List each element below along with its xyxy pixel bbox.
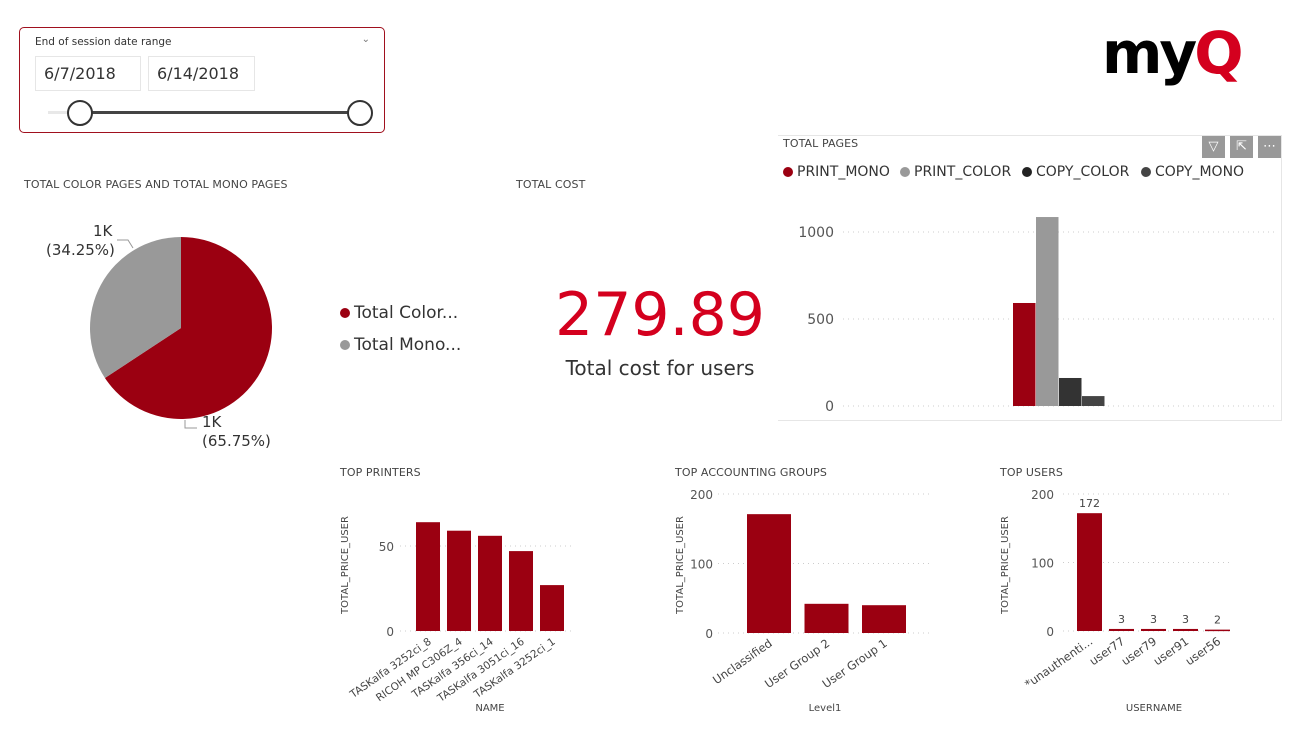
legend-item-copy-mono[interactable]: COPY_MONO	[1141, 164, 1244, 180]
y-tick-label: 0	[705, 627, 713, 641]
bar-print-color	[1036, 217, 1059, 406]
data-label: 172	[1079, 497, 1100, 510]
legend-dot	[340, 308, 350, 318]
legend-item-print-color[interactable]: PRINT_COLOR	[900, 164, 1011, 180]
total-cost-value: 279.89	[555, 280, 765, 350]
legend-label: Total Mono...	[354, 335, 462, 355]
bar	[478, 535, 502, 631]
y-tick-label: 100	[1031, 557, 1054, 571]
y-tick-label: 1000	[798, 225, 834, 241]
x-tick-label: *unauthenti...	[1022, 634, 1095, 691]
legend-label: COPY_COLOR	[1036, 164, 1130, 180]
filter-icon[interactable]: ▽	[1202, 136, 1225, 158]
legend-dot	[340, 340, 350, 350]
legend-label: PRINT_MONO	[797, 164, 890, 180]
x-axis-label: USERNAME	[1126, 703, 1182, 714]
pie-chart-title: TOTAL COLOR PAGES AND TOTAL MONO PAGES	[24, 178, 288, 191]
y-axis-label: TOTAL_PRICE_USER	[1000, 516, 1011, 615]
x-axis-label: NAME	[475, 703, 504, 714]
y-axis-label: TOTAL_PRICE_USER	[675, 516, 686, 615]
pie-value-label-color: 1K	[202, 413, 222, 431]
x-tick-label: user77	[1087, 634, 1128, 668]
bar	[804, 603, 849, 633]
focus-mode-icon[interactable]: ⇱	[1230, 136, 1253, 158]
x-tick-label: user79	[1119, 634, 1160, 668]
slider-range	[80, 111, 360, 114]
pie-pct-label-mono: (34.25%)	[46, 241, 115, 259]
legend-item-copy-color[interactable]: COPY_COLOR	[1022, 164, 1129, 180]
x-tick-label: user56	[1183, 634, 1224, 668]
bar	[509, 551, 533, 631]
legend-dot	[900, 167, 910, 177]
legend-item-total-color[interactable]: Total Color...	[340, 303, 458, 323]
y-tick-label: 500	[807, 312, 834, 328]
legend-dot	[1022, 167, 1032, 177]
slicer-title: End of session date range	[35, 36, 172, 48]
pie-leader-line	[184, 420, 197, 429]
myq-logo: myQ	[1102, 19, 1244, 87]
y-tick-label: 200	[1031, 488, 1054, 502]
top-printers-title: TOP PRINTERS	[340, 466, 421, 479]
bar	[1173, 628, 1198, 631]
y-tick-label: 200	[690, 488, 713, 502]
data-label: 2	[1214, 614, 1221, 627]
top-users-title: TOP USERS	[1000, 466, 1064, 479]
pie-label-mono: 1K	[93, 222, 112, 241]
x-tick-label: User Group 1	[820, 636, 890, 691]
legend-label: COPY_MONO	[1155, 164, 1245, 180]
bar	[862, 605, 906, 633]
legend-item-total-mono[interactable]: Total Mono...	[340, 335, 461, 355]
chevron-down-icon[interactable]: ⌄	[361, 34, 370, 45]
legend-label: PRINT_COLOR	[914, 164, 1012, 180]
y-tick-label: 0	[1046, 625, 1054, 639]
slider-start-handle[interactable]	[67, 100, 93, 126]
y-tick-label: 50	[379, 540, 394, 554]
total-pages-visual	[778, 135, 1282, 421]
end-date-input[interactable]: 6/14/2018	[148, 56, 255, 91]
bar	[447, 530, 471, 631]
legend-dot	[783, 167, 793, 177]
x-tick-label: user91	[1151, 634, 1192, 668]
more-options-icon[interactable]: ⋯	[1258, 136, 1281, 158]
slider-end-handle[interactable]	[347, 100, 373, 126]
bar	[1205, 629, 1230, 632]
bar	[747, 514, 791, 633]
bar	[540, 585, 564, 631]
y-tick-label: 0	[825, 399, 834, 415]
bar	[1109, 628, 1134, 631]
start-date-input[interactable]: 6/7/2018	[35, 56, 141, 91]
slider-track	[48, 111, 80, 114]
data-label: 3	[1118, 613, 1125, 626]
data-label: 3	[1150, 613, 1157, 626]
bar	[1141, 628, 1166, 631]
pie-slice	[104, 237, 272, 419]
legend-item-print-mono[interactable]: PRINT_MONO	[783, 164, 890, 180]
total-pages-title: TOTAL PAGES	[783, 137, 859, 150]
legend-label: Total Color...	[354, 303, 459, 323]
pie-value-label: 1K	[93, 222, 113, 240]
pie-pct-label-color: (65.75%)	[202, 432, 271, 450]
legend-dot	[1141, 167, 1151, 177]
top-accounting-groups-title: TOP ACCOUNTING GROUPS	[675, 466, 827, 479]
y-axis-label: TOTAL_PRICE_USER	[340, 516, 351, 615]
bar-copy-mono	[1082, 396, 1105, 406]
pie-leader-line	[117, 239, 134, 249]
pie-slice	[90, 237, 181, 378]
total-cost-title: TOTAL COST	[516, 178, 586, 191]
x-axis-label: Level1	[809, 703, 842, 714]
bar	[416, 522, 440, 631]
bar	[1077, 513, 1102, 631]
bar-copy-color	[1059, 377, 1082, 406]
date-range-slicer: End of session date range ⌄ 6/7/2018 6/1…	[19, 27, 385, 133]
bar-print-mono	[1013, 302, 1036, 406]
data-label: 3	[1182, 613, 1189, 626]
total-cost-label: Total cost for users	[565, 356, 755, 380]
y-tick-label: 0	[386, 625, 394, 639]
y-tick-label: 100	[690, 558, 713, 572]
